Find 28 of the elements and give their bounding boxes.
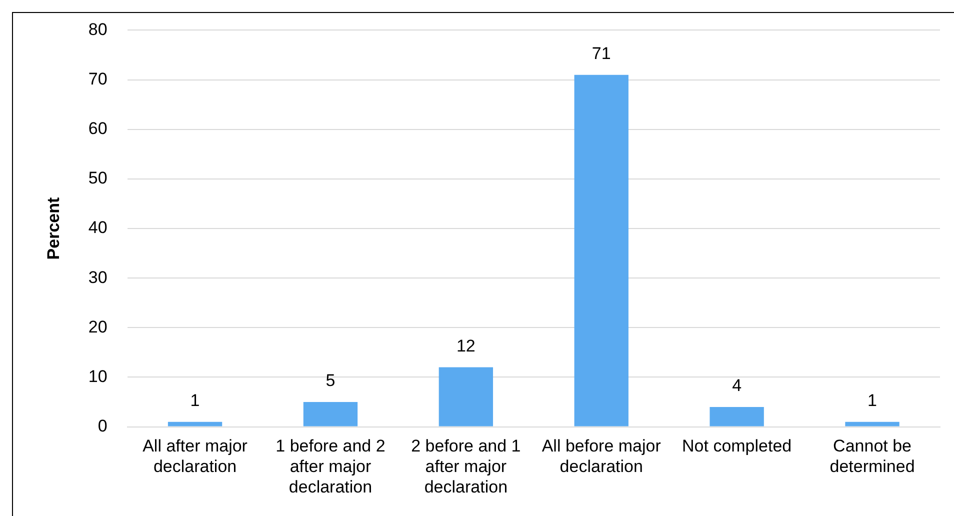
y-tick-label: 0 <box>98 416 108 436</box>
y-tick-label: 10 <box>88 366 108 386</box>
y-axis-title: Percent <box>44 196 63 260</box>
y-tick-label: 30 <box>88 268 108 287</box>
bar <box>710 406 764 426</box>
y-tick-label: 60 <box>88 119 108 138</box>
data-label: 1 <box>868 391 878 410</box>
y-tick-label: 50 <box>88 168 108 188</box>
y-tick-label: 80 <box>88 20 108 39</box>
bar <box>438 367 494 426</box>
data-label: 1 <box>190 391 200 410</box>
y-tick-label: 20 <box>88 317 108 336</box>
bar <box>168 422 222 426</box>
bar <box>303 402 358 426</box>
bar <box>574 74 628 426</box>
data-label: 5 <box>326 371 336 390</box>
data-label: 71 <box>592 44 611 64</box>
y-tick-label: 70 <box>88 69 108 88</box>
x-tick-label: Cannot be determined <box>830 436 915 476</box>
data-label: 4 <box>732 376 742 396</box>
x-tick-label: 2 before and 1 after major declaration <box>411 436 521 496</box>
y-tick-label: 40 <box>88 218 108 238</box>
bar <box>845 422 900 426</box>
data-label: 12 <box>456 336 476 356</box>
x-tick-label: All after major declaration <box>142 436 248 476</box>
x-tick-label: All before major declaration <box>542 436 662 476</box>
x-tick-label: Not completed <box>682 436 792 456</box>
x-tick-label: 1 before and 2 after major declaration <box>276 436 386 496</box>
